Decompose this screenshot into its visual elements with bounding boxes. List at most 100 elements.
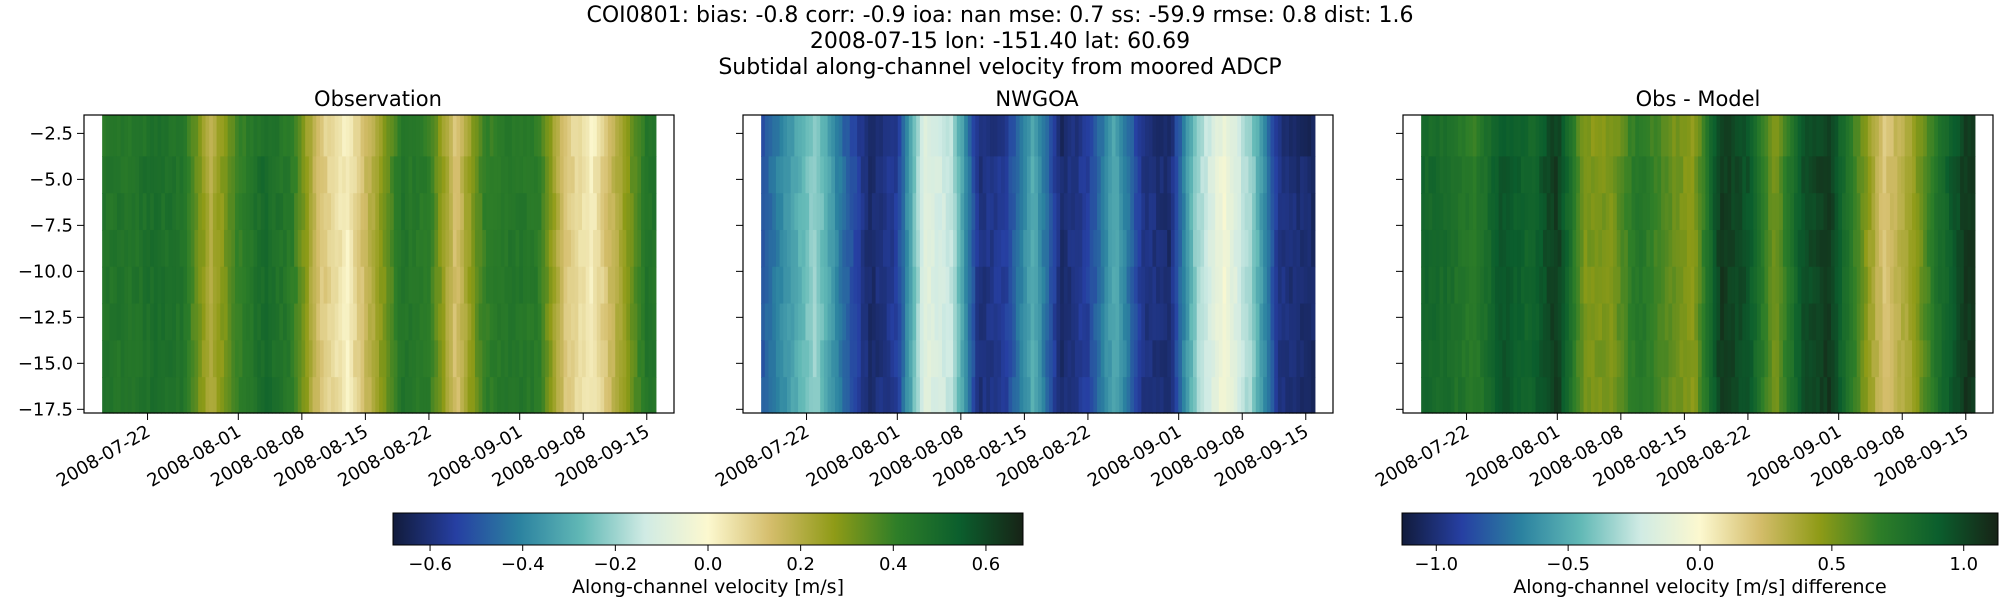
heatmap-cell: [430, 377, 435, 414]
heatmap-cell: [460, 156, 465, 194]
heatmap-cell: [1266, 303, 1272, 341]
heatmap-cell: [871, 266, 877, 305]
heatmap-cell: [1945, 340, 1950, 378]
heatmap-cell: [312, 156, 317, 194]
heatmap-cell: [864, 156, 869, 194]
heatmap-cell: [1731, 115, 1736, 157]
heatmap-cell: [794, 303, 799, 341]
heatmap-cell: [923, 115, 928, 157]
heatmap-cell: [1446, 193, 1452, 231]
heatmap-cell: [768, 193, 773, 231]
heatmap-cell: [1952, 266, 1957, 305]
heatmap-cell: [1838, 266, 1843, 305]
heatmap-cell: [1827, 115, 1832, 157]
heatmap-cell: [938, 303, 943, 341]
heatmap-cell: [187, 156, 192, 194]
heatmap-cell: [1967, 303, 1972, 341]
heatmap-cell: [216, 266, 221, 305]
heatmap-cell: [1159, 266, 1165, 305]
heatmap-cell: [641, 193, 646, 231]
heatmap-cell: [1074, 115, 1080, 157]
heatmap-cell: [1170, 115, 1176, 157]
heatmap-cell: [775, 303, 781, 341]
heatmap-cell: [1760, 266, 1766, 305]
heatmap-cell: [945, 377, 951, 414]
heatmap-cell: [593, 266, 598, 305]
heatmap-cell: [1775, 303, 1780, 341]
heatmap-cell: [1723, 156, 1729, 194]
heatmap-cell: [1424, 229, 1430, 268]
heatmap-cell: [798, 303, 803, 341]
heatmap-cell: [1808, 266, 1814, 305]
heatmap-cell: [1620, 115, 1625, 157]
heatmap-cell: [1646, 340, 1651, 378]
heatmap-cell: [890, 193, 895, 231]
heatmap-cell: [1108, 340, 1113, 378]
heatmap-cell: [607, 156, 613, 194]
heatmap-cell: [978, 229, 984, 268]
heatmap-cell: [316, 229, 321, 268]
heatmap-cell: [511, 266, 517, 305]
heatmap-cell: [102, 266, 107, 305]
heatmap-cell: [879, 266, 884, 305]
heatmap-cell: [127, 229, 133, 268]
heatmap-cell: [1454, 303, 1459, 341]
heatmap-cell: [1668, 266, 1673, 305]
heatmap-cell: [1178, 115, 1183, 157]
heatmap-cell: [1642, 303, 1647, 341]
heatmap-cell: [1690, 229, 1695, 268]
axes-frame-obs-minus-model: [1402, 114, 1994, 414]
heatmap-cell: [164, 266, 170, 305]
heatmap-cell: [401, 340, 406, 378]
heatmap-cell: [1749, 377, 1754, 414]
heatmap-cell: [1049, 193, 1054, 231]
heatmap-cell: [1241, 156, 1246, 194]
heatmap-cell: [1731, 193, 1736, 231]
colorbar-difference-gradient: [1401, 512, 1999, 546]
heatmap-cell: [1446, 229, 1452, 268]
heatmap-cell: [1049, 229, 1054, 268]
heatmap-cell: [449, 193, 454, 231]
heatmap-cell: [772, 193, 777, 231]
heatmap-cell: [1491, 377, 1496, 414]
heatmap-cell: [1439, 193, 1444, 231]
heatmap-cell: [1215, 115, 1220, 157]
heatmap-cell: [1266, 115, 1272, 157]
heatmap-cell: [997, 115, 1002, 157]
heatmap-cell: [1034, 303, 1039, 341]
heatmap-cell: [1104, 340, 1109, 378]
heatmap-cell: [1494, 266, 1500, 305]
heatmap-cell: [1679, 229, 1684, 268]
heatmap-cell: [1263, 229, 1268, 268]
heatmap-cell: [1461, 229, 1467, 268]
heatmap-cell: [1487, 193, 1492, 231]
heatmap-cell: [1528, 193, 1533, 231]
heatmap-cell: [279, 303, 284, 341]
heatmap-cell: [257, 303, 262, 341]
heatmap-cell: [349, 303, 354, 341]
heatmap-cell: [205, 193, 210, 231]
heatmap-cell: [1583, 193, 1588, 231]
heatmap-cell: [1421, 229, 1426, 268]
heatmap-cell: [105, 340, 111, 378]
heatmap-cell: [1664, 229, 1670, 268]
heatmap-cell: [1912, 266, 1917, 305]
heatmap-cell: [397, 340, 402, 378]
heatmap-cell: [1289, 193, 1294, 231]
heatmap-cell: [474, 229, 480, 268]
heatmap-cell: [131, 115, 136, 157]
heatmap-cell: [382, 193, 387, 231]
heatmap-cell: [1971, 340, 1976, 378]
heatmap-cell: [153, 266, 159, 305]
heatmap-cell: [934, 377, 939, 414]
heatmap-cell: [1137, 156, 1142, 194]
heatmap-cell: [1115, 340, 1120, 378]
heatmap-cell: [1108, 229, 1113, 268]
heatmap-cell: [401, 303, 406, 341]
heatmap-cell: [1889, 229, 1895, 268]
heatmap-cell: [1867, 377, 1873, 414]
heatmap-cell: [997, 303, 1002, 341]
heatmap-cell: [1229, 115, 1235, 157]
heatmap-cell: [1241, 229, 1246, 268]
heatmap-cell: [1605, 340, 1611, 378]
